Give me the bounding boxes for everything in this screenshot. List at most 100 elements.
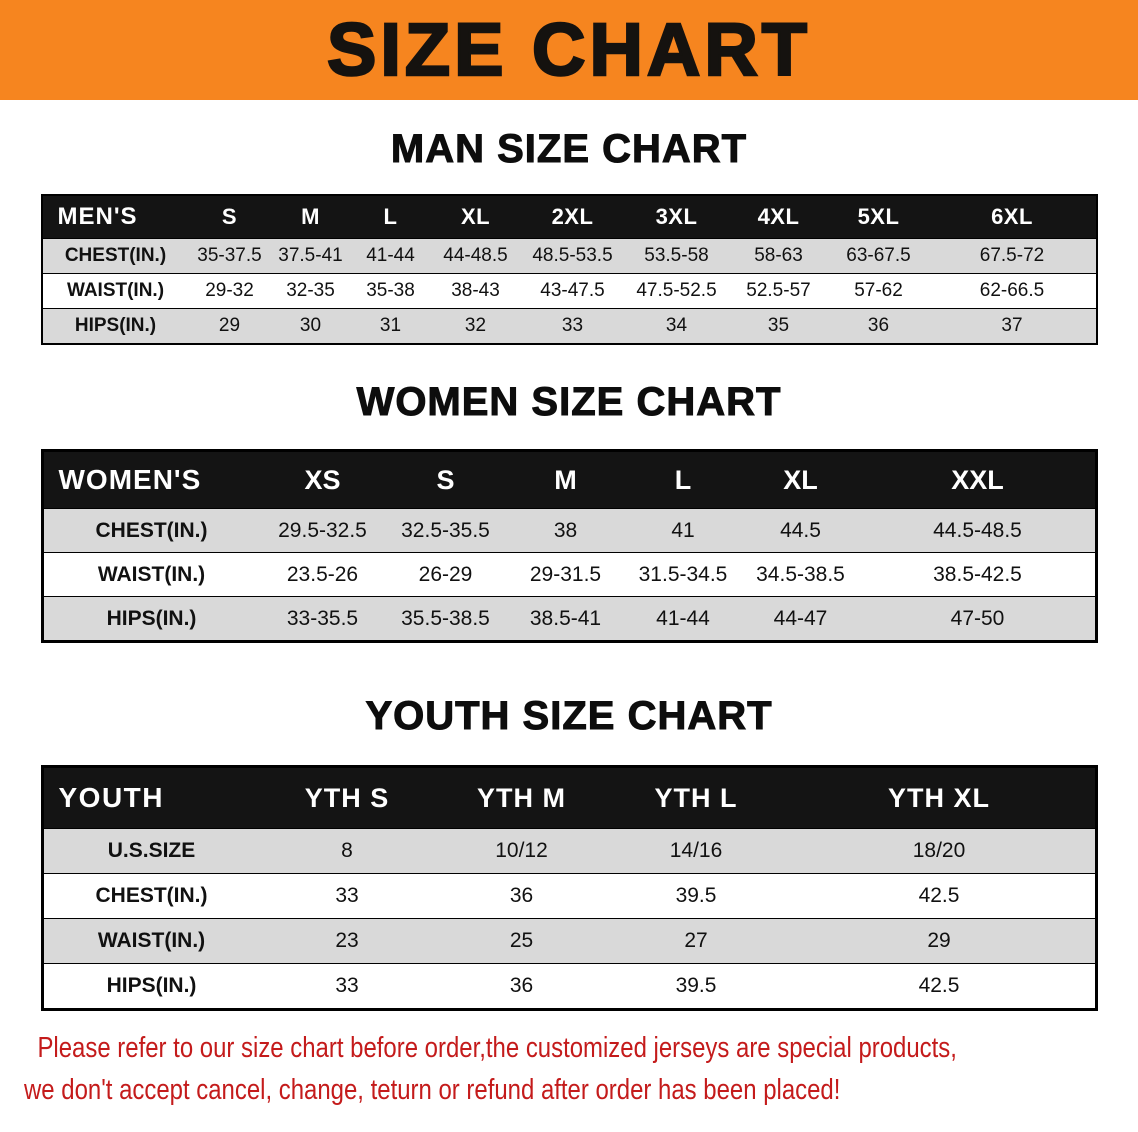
table-corner-label: YOUTH: [43, 768, 260, 828]
measurement-value-cell: 29-31.5: [505, 552, 626, 596]
measurement-value-cell: 48.5-53.5: [520, 238, 625, 273]
size-header-cell: YTH M: [434, 768, 609, 828]
measurement-value-cell: 27: [608, 918, 784, 963]
women-chart-heading: WOMEN SIZE CHART: [356, 380, 782, 425]
measurement-value-cell: 36: [828, 308, 929, 343]
measurement-value-cell: 41-44: [350, 238, 431, 273]
women-size-chart-section: WOMEN SIZE CHART WOMEN'S XS S M L XL XXL CHEST(…: [0, 345, 1138, 643]
banner: SIZE CHART: [0, 0, 1138, 100]
measurement-value-cell: 33: [520, 308, 625, 343]
measurement-row-label: HIPS(IN.): [43, 963, 260, 1008]
measurement-value-cell: 39.5: [608, 963, 784, 1008]
measurement-row-label: U.S.SIZE: [43, 828, 260, 873]
page-title: SIZE CHART: [326, 8, 811, 91]
measurement-value-cell: 29: [783, 918, 1095, 963]
size-header-cell: M: [270, 196, 351, 238]
size-header-cell: 5XL: [828, 196, 929, 238]
size-header-cell: 2XL: [520, 196, 625, 238]
measurement-value-cell: 44-47: [740, 596, 861, 640]
size-header-cell: YTH S: [259, 768, 435, 828]
size-header-cell: 3XL: [624, 196, 729, 238]
measurement-row-label: WAIST(IN.): [43, 552, 260, 596]
measurement-value-cell: 47-50: [860, 596, 1095, 640]
men-size-chart-section: MAN SIZE CHART MEN'S S M L XL 2XL 3XL 4XL 5XL 6XL…: [0, 100, 1138, 345]
measurement-value-cell: 18/20: [783, 828, 1095, 873]
measurement-value-cell: 32: [430, 308, 521, 343]
measurement-value-cell: 41: [625, 508, 741, 552]
measurement-value-cell: 14/16: [608, 828, 784, 873]
measurement-value-cell: 53.5-58: [624, 238, 729, 273]
measurement-value-cell: 10/12: [434, 828, 609, 873]
measurement-value-cell: 44-48.5: [430, 238, 521, 273]
size-header-cell: XL: [430, 196, 521, 238]
measurement-value-cell: 57-62: [828, 273, 929, 308]
measurement-row-label: CHEST(IN.): [43, 508, 260, 552]
size-header-cell: XS: [259, 452, 386, 508]
size-header-cell: YTH XL: [783, 768, 1095, 828]
measurement-value-cell: 63-67.5: [828, 238, 929, 273]
size-header-cell: L: [625, 452, 741, 508]
youth-size-table: YOUTH YTH S YTH M YTH L YTH XL U.S.SIZE 8 10/12…: [40, 765, 1098, 1011]
size-header-cell: S: [385, 452, 506, 508]
measurement-value-cell: 33: [259, 873, 435, 918]
measurement-value-cell: 35: [728, 308, 829, 343]
measurement-value-cell: 34: [624, 308, 729, 343]
measurement-value-cell: 30: [270, 308, 351, 343]
measurement-value-cell: 35-38: [350, 273, 431, 308]
measurement-value-cell: 62-66.5: [928, 273, 1096, 308]
size-header-cell: XXL: [860, 452, 1095, 508]
size-header-cell: L: [350, 196, 431, 238]
measurement-value-cell: 52.5-57: [728, 273, 829, 308]
measurement-value-cell: 39.5: [608, 873, 784, 918]
measurement-value-cell: 38.5-42.5: [860, 552, 1095, 596]
measurement-value-cell: 42.5: [783, 963, 1095, 1008]
measurement-value-cell: 29: [188, 308, 271, 343]
measurement-value-cell: 31.5-34.5: [625, 552, 741, 596]
size-header-cell: 6XL: [928, 196, 1096, 238]
measurement-value-cell: 36: [434, 873, 609, 918]
measurement-value-cell: 31: [350, 308, 431, 343]
size-header-cell: 4XL: [728, 196, 829, 238]
measurement-value-cell: 8: [259, 828, 435, 873]
measurement-value-cell: 35.5-38.5: [385, 596, 506, 640]
measurement-value-cell: 25: [434, 918, 609, 963]
measurement-value-cell: 43-47.5: [520, 273, 625, 308]
size-header-cell: S: [188, 196, 271, 238]
measurement-value-cell: 23: [259, 918, 435, 963]
measurement-value-cell: 41-44: [625, 596, 741, 640]
measurement-value-cell: 44.5-48.5: [860, 508, 1095, 552]
size-header-cell: YTH L: [608, 768, 784, 828]
measurement-value-cell: 33: [259, 963, 435, 1008]
measurement-value-cell: 29-32: [188, 273, 271, 308]
measurement-row-label: HIPS(IN.): [43, 596, 260, 640]
measurement-row-label: WAIST(IN.): [43, 918, 260, 963]
size-header-cell: XL: [740, 452, 861, 508]
men-size-table: MEN'S S M L XL 2XL 3XL 4XL 5XL 6XL CHEST(IN.) 35-37…: [40, 194, 1098, 345]
table-corner-label: MEN'S: [42, 196, 189, 238]
measurement-value-cell: 32.5-35.5: [385, 508, 506, 552]
measurement-value-cell: 23.5-26: [259, 552, 386, 596]
measurement-value-cell: 37.5-41: [270, 238, 351, 273]
measurement-row-label: HIPS(IN.): [42, 308, 189, 343]
measurement-value-cell: 44.5: [740, 508, 861, 552]
measurement-row-label: CHEST(IN.): [43, 873, 260, 918]
youth-chart-heading: YOUTH SIZE CHART: [365, 694, 773, 739]
measurement-value-cell: 35-37.5: [188, 238, 271, 273]
measurement-value-cell: 38-43: [430, 273, 521, 308]
measurement-row-label: WAIST(IN.): [42, 273, 189, 308]
measurement-value-cell: 67.5-72: [928, 238, 1096, 273]
measurement-value-cell: 58-63: [728, 238, 829, 273]
table-corner-label: WOMEN'S: [43, 452, 260, 508]
measurement-value-cell: 32-35: [270, 273, 351, 308]
disclaimer: Please refer to our size chart before or…: [0, 1027, 1138, 1111]
disclaimer-line-2: we don't accept cancel, change, teturn o…: [24, 1074, 841, 1107]
measurement-row-label: CHEST(IN.): [42, 238, 189, 273]
measurement-value-cell: 29.5-32.5: [259, 508, 386, 552]
measurement-value-cell: 37: [928, 308, 1096, 343]
measurement-value-cell: 26-29: [385, 552, 506, 596]
size-header-cell: M: [505, 452, 626, 508]
measurement-value-cell: 33-35.5: [259, 596, 386, 640]
measurement-value-cell: 34.5-38.5: [740, 552, 861, 596]
measurement-value-cell: 38: [505, 508, 626, 552]
